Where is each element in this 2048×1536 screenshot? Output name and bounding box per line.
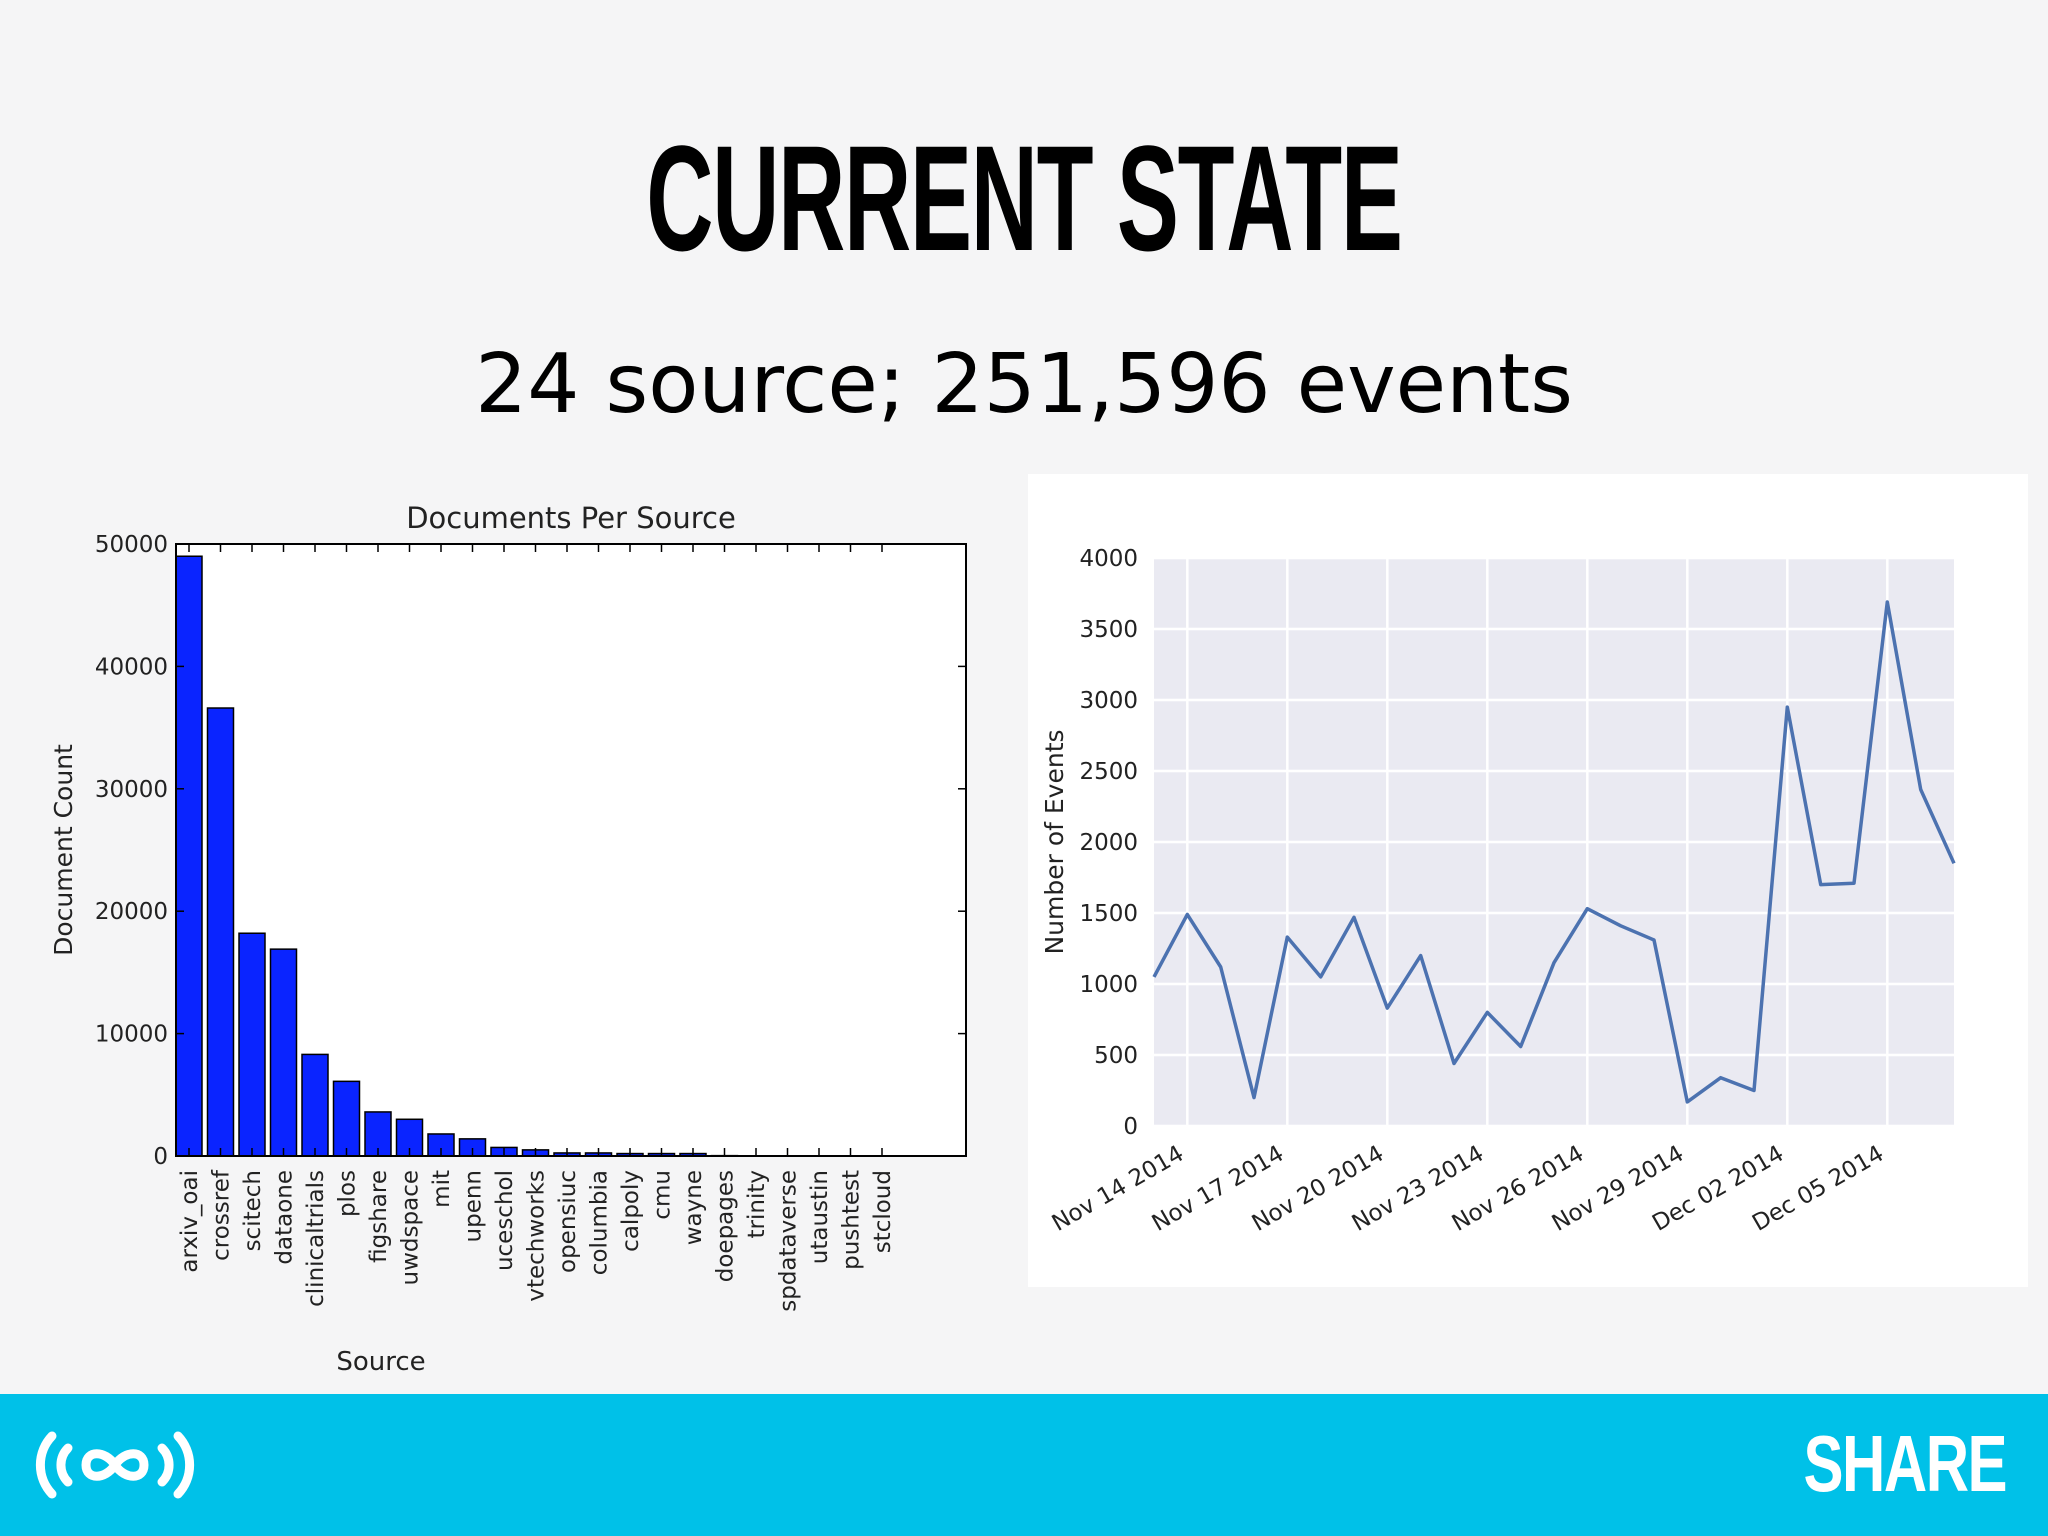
y-tick-label: 0 bbox=[153, 1144, 168, 1170]
slide-title: CURRENT STATE bbox=[646, 114, 1403, 282]
y-tick-label: 10000 bbox=[95, 1022, 168, 1048]
y-tick-label: 40000 bbox=[95, 654, 168, 680]
x-tick-label: dataone bbox=[272, 1170, 298, 1265]
x-tick-label: vtechworks bbox=[524, 1170, 550, 1302]
x-tick-label: clinicaltrials bbox=[303, 1170, 329, 1307]
documents-per-source-chart: arxiv_oai crossref scitech dataone clinicalt… bbox=[49, 501, 967, 1377]
y-tick-label: 2000 bbox=[1079, 830, 1138, 856]
bar-dataone bbox=[269, 948, 298, 1157]
slide-subtitle: 24 source; 251,596 events bbox=[475, 337, 1573, 432]
y-tick-label: 500 bbox=[1094, 1043, 1138, 1069]
x-tick-label: trinity bbox=[744, 1170, 770, 1238]
y-tick-label: 3000 bbox=[1079, 688, 1138, 714]
x-tick-label: figshare bbox=[366, 1170, 392, 1263]
events-line bbox=[1152, 600, 1956, 1104]
y-tick-label: 2500 bbox=[1079, 759, 1138, 785]
share-logo-icon bbox=[35, 1431, 195, 1499]
x-tick-label: uceschol bbox=[492, 1170, 518, 1271]
bar-plos bbox=[332, 1080, 361, 1157]
y-tick-label: 0 bbox=[1123, 1114, 1138, 1140]
y-tick-label: 1500 bbox=[1079, 901, 1138, 927]
y-tick-label: 3500 bbox=[1079, 617, 1138, 643]
x-tick-label: opensiuc bbox=[555, 1170, 581, 1273]
events-chart-panel: 0 500 1000 1500 2000 2500 3000 3500 4000 Nov 14 2… bbox=[1028, 474, 2028, 1287]
x-tick-label: pushtest bbox=[839, 1170, 865, 1270]
x-tick-label: utaustin bbox=[807, 1170, 833, 1264]
y-tick-label: 50000 bbox=[95, 532, 168, 558]
plot-frame bbox=[175, 543, 967, 1157]
y-tick-label: 30000 bbox=[95, 777, 168, 803]
x-axis-label: Source bbox=[336, 1347, 425, 1377]
x-tick-label: stcloud bbox=[870, 1170, 896, 1253]
chart-title: Documents Per Source bbox=[406, 501, 736, 535]
x-tick-label: calpoly bbox=[618, 1170, 644, 1252]
x-tick-label: scitech bbox=[240, 1170, 266, 1251]
x-tick-label: upenn bbox=[461, 1170, 487, 1242]
x-tick-label: plos bbox=[335, 1170, 361, 1217]
bar-arxiv_oai bbox=[175, 555, 203, 1157]
y-tick-label: 1000 bbox=[1079, 972, 1138, 998]
x-tick-label: arxiv_oai bbox=[177, 1170, 203, 1273]
x-tick-label: columbia bbox=[587, 1170, 613, 1275]
x-tick-label: spdataverse bbox=[776, 1170, 802, 1312]
y-tick-label: 4000 bbox=[1079, 546, 1138, 572]
x-tick-label: crossref bbox=[209, 1169, 235, 1261]
bar-clinicaltrials bbox=[301, 1053, 329, 1157]
bar-scitech bbox=[238, 932, 266, 1157]
x-tick-label: wayne bbox=[681, 1170, 707, 1245]
bar-crossref bbox=[206, 707, 235, 1157]
footer-bar: SHARE bbox=[0, 1394, 2048, 1536]
x-tick-label: mit bbox=[429, 1170, 455, 1208]
share-wordmark: SHARE bbox=[1803, 1419, 2007, 1508]
x-tick-label: doepages bbox=[713, 1170, 739, 1282]
x-tick-label: cmu bbox=[650, 1170, 676, 1220]
x-tick-label: uwdspace bbox=[398, 1170, 424, 1285]
y-axis-label: Document Count bbox=[49, 744, 78, 956]
y-tick-label: 20000 bbox=[95, 899, 168, 925]
y-axis-label: Number of Events bbox=[1040, 729, 1069, 954]
